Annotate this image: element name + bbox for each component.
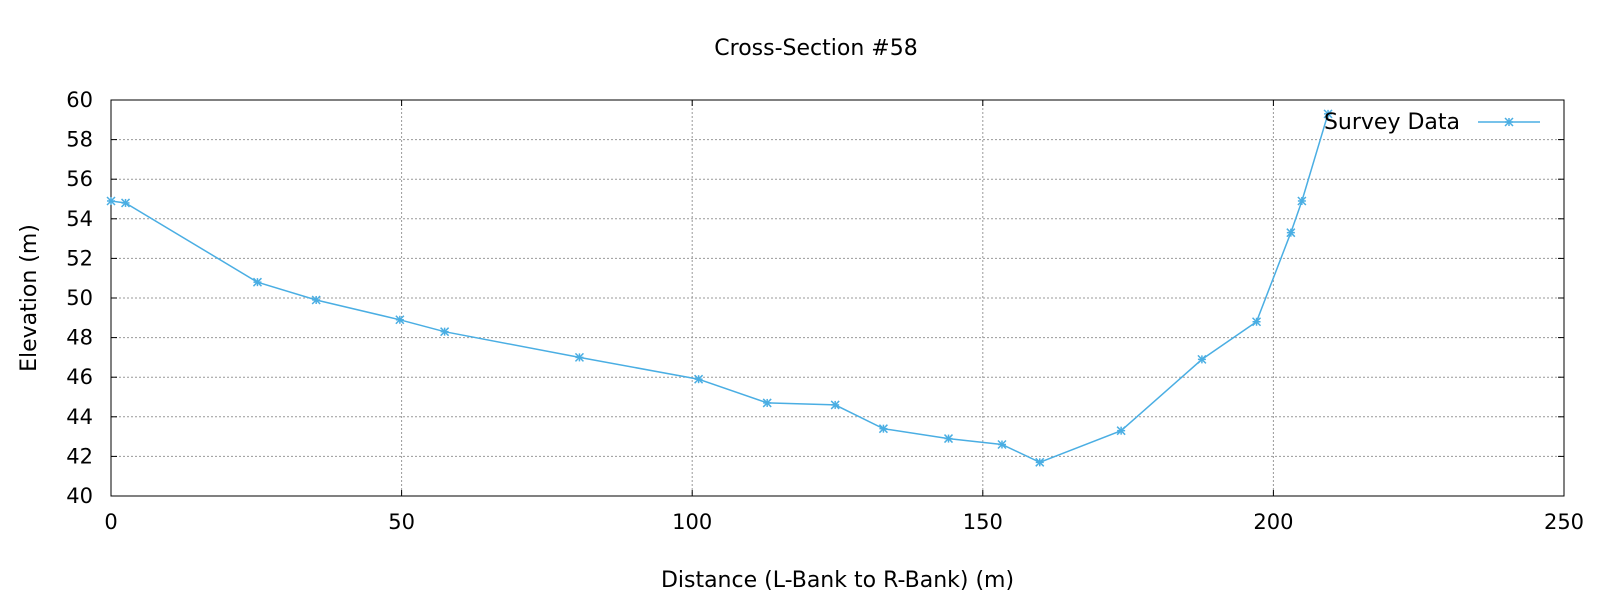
data-point [1116, 426, 1126, 436]
data-point [878, 424, 888, 434]
x-tick-label: 250 [1544, 510, 1584, 534]
data-point [395, 315, 405, 325]
legend-label: Survey Data [1324, 110, 1460, 135]
y-tick-label: 42 [66, 444, 93, 468]
data-point [830, 400, 840, 410]
data-point [1035, 457, 1045, 467]
legend: Survey Data [1324, 110, 1540, 135]
data-point [1323, 109, 1333, 119]
y-tick-label: 54 [66, 207, 93, 231]
data-point [1286, 228, 1296, 238]
y-tick-label: 56 [66, 167, 93, 191]
y-tick-label: 40 [66, 484, 93, 508]
series-survey-data [106, 109, 1333, 467]
data-point [440, 327, 450, 337]
y-tick-label: 44 [66, 405, 93, 429]
data-point [1252, 317, 1262, 327]
y-tick-label: 60 [66, 88, 93, 112]
x-tick-label: 50 [388, 510, 415, 534]
data-point [997, 439, 1007, 450]
y-tick-label: 52 [66, 246, 93, 270]
x-tick-label: 150 [963, 510, 1003, 534]
y-tick-label: 48 [66, 326, 93, 350]
data-point [1504, 117, 1514, 127]
x-tick-label: 200 [1253, 510, 1293, 534]
y-axis-label: Elevation (m) [17, 224, 42, 372]
data-point [106, 196, 116, 206]
data-point [1197, 354, 1207, 364]
data-point [574, 352, 584, 362]
data-point [943, 434, 954, 444]
data-point [694, 374, 704, 384]
legend-marker [1504, 117, 1514, 127]
grid [111, 100, 1564, 496]
y-tick-label: 46 [66, 365, 93, 389]
x-tick-label: 0 [104, 510, 117, 534]
data-point [252, 277, 262, 287]
y-tick-label: 50 [66, 286, 93, 310]
x-tick-label: 100 [672, 510, 712, 534]
y-tick-label: 58 [66, 128, 93, 152]
data-point [120, 198, 131, 208]
series-line [110, 113, 1329, 464]
data-point [311, 295, 321, 305]
axis-ticks: 0 50 100 150 200 250 40 42 44 46 48 50 52 54 56 58 60 [66, 88, 1584, 534]
data-point [762, 398, 772, 408]
x-axis-label: Distance (L-Bank to R-Bank) (m) [661, 568, 1014, 593]
data-point [1297, 196, 1307, 206]
chart-title: Cross-Section #58 [714, 36, 917, 61]
